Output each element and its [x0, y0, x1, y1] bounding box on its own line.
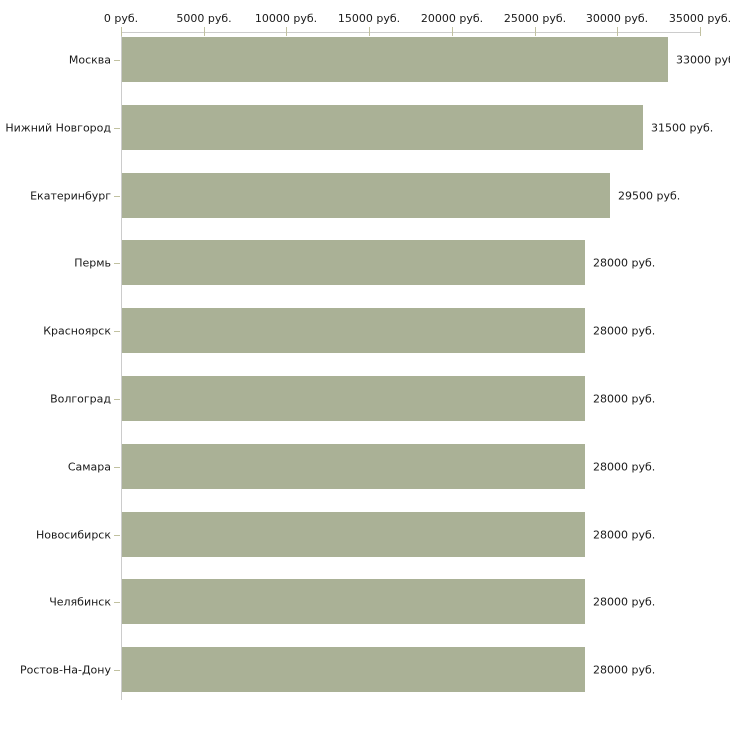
category-label: Красноярск [43, 324, 111, 337]
x-axis-tick-label: 20000 руб. [420, 12, 484, 25]
value-label: 29500 руб. [618, 189, 681, 202]
bar [122, 173, 610, 218]
value-label: 28000 руб. [593, 663, 656, 676]
x-axis-tick [286, 27, 287, 36]
x-axis-tick-label: 15000 руб. [337, 12, 401, 25]
category-label: Челябинск [49, 595, 111, 608]
value-label: 28000 руб. [593, 324, 656, 337]
x-axis-tick-label: 5000 руб. [176, 12, 232, 25]
y-axis-line [121, 32, 122, 700]
x-axis-tick-label: 30000 руб. [585, 12, 649, 25]
category-label: Самара [67, 460, 111, 473]
value-label: 31500 руб. [651, 121, 714, 134]
category-tick [114, 196, 120, 197]
category-label: Новосибирск [35, 528, 111, 541]
x-axis-tick-label: 25000 руб. [503, 12, 567, 25]
category-tick [114, 331, 120, 332]
category-label: Москва [68, 53, 111, 66]
bar [122, 579, 585, 624]
bar [122, 647, 585, 692]
category-label: Нижний Новгород [5, 121, 111, 134]
x-axis-tick [700, 27, 701, 36]
value-label: 33000 руб. [676, 53, 730, 66]
x-axis-tick-label: 0 руб. [103, 12, 139, 25]
category-tick [114, 602, 120, 603]
category-label: Ростов-На-Дону [19, 663, 111, 676]
category-label: Екатеринбург [30, 189, 111, 202]
x-axis-tick-label: 10000 руб. [254, 12, 318, 25]
value-label: 28000 руб. [593, 460, 656, 473]
value-label: 28000 руб. [593, 528, 656, 541]
value-label: 28000 руб. [593, 392, 656, 405]
category-tick [114, 467, 120, 468]
category-tick [114, 670, 120, 671]
x-axis-tick [617, 27, 618, 36]
bar [122, 308, 585, 353]
x-axis-tick [369, 27, 370, 36]
bar [122, 105, 643, 150]
category-label: Пермь [74, 256, 111, 269]
category-tick [114, 60, 120, 61]
x-axis-tick [121, 27, 122, 36]
category-tick [114, 128, 120, 129]
bar [122, 444, 585, 489]
x-axis-tick [204, 27, 205, 36]
value-label: 28000 руб. [593, 595, 656, 608]
bar [122, 37, 668, 82]
value-label: 28000 руб. [593, 256, 656, 269]
x-axis-line [121, 32, 700, 33]
category-tick [114, 399, 120, 400]
bar [122, 512, 585, 557]
bar [122, 376, 585, 421]
category-tick [114, 535, 120, 536]
category-label: Волгоград [50, 392, 111, 405]
x-axis-tick-label: 35000 руб. [668, 12, 730, 25]
category-tick [114, 263, 120, 264]
bar [122, 240, 585, 285]
x-axis-tick [452, 27, 453, 36]
x-axis-tick [535, 27, 536, 36]
